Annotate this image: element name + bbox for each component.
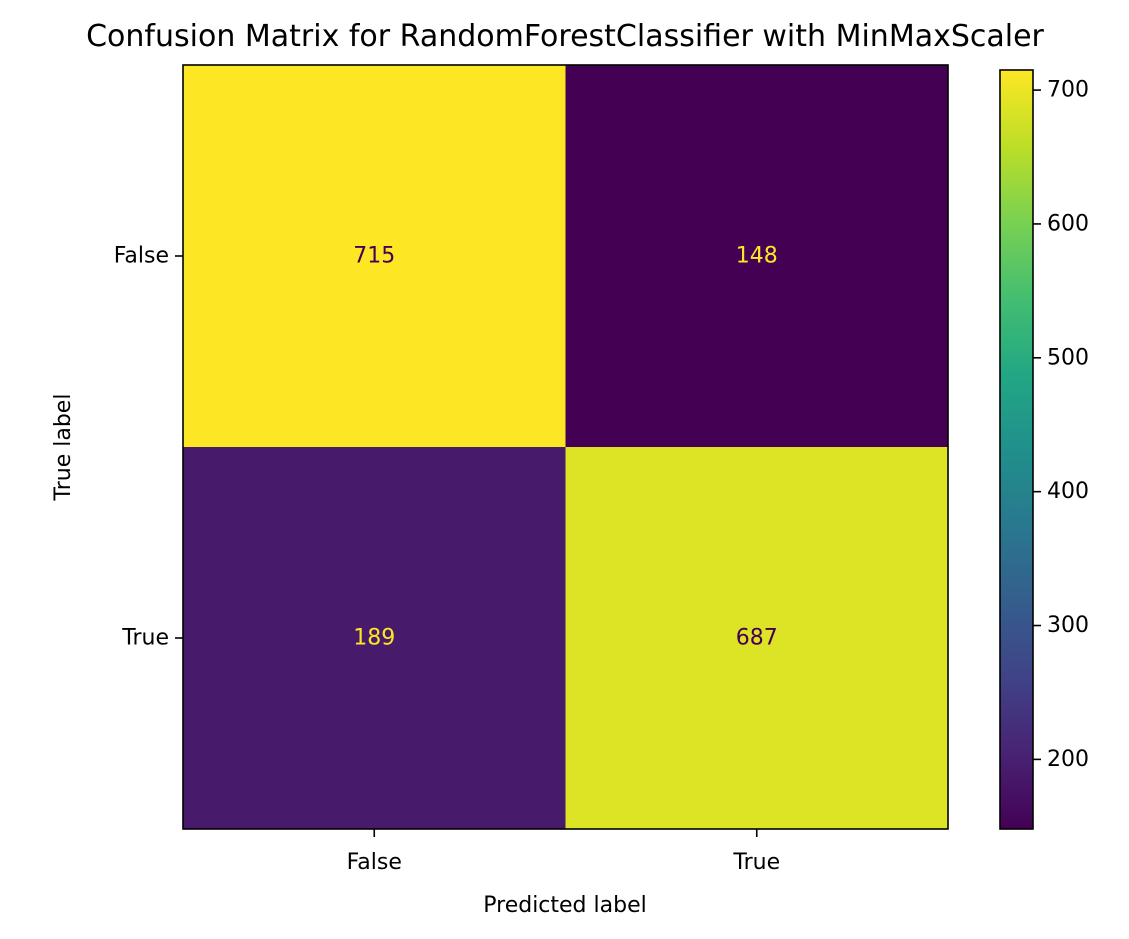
- cell-value-label-0-1: 148: [736, 244, 778, 269]
- colorbar-tick-label-4: 600: [1047, 211, 1089, 236]
- heatmap-cell-1-0: [183, 447, 566, 830]
- cell-value-label-0-0: 715: [353, 244, 395, 269]
- y-tick-label-0: False: [114, 244, 169, 269]
- y-tick-label-1: True: [121, 626, 169, 651]
- y-axis-label: True label: [51, 394, 76, 502]
- heatmap-cell-0-1: [565, 65, 949, 448]
- cell-value-label-1-0: 189: [353, 626, 395, 651]
- colorbar-tick-label-3: 500: [1047, 345, 1089, 370]
- x-axis-ticks: False True: [347, 829, 780, 875]
- colorbar-ticks: 200 300 400 500 600 700: [1033, 78, 1089, 772]
- x-axis-label: Predicted label: [483, 893, 646, 918]
- plot-frame: [182, 64, 949, 830]
- x-tick-label-0: False: [347, 850, 402, 875]
- heatmap-cell-0-0: [183, 65, 566, 448]
- heatmap-cells: [183, 65, 949, 830]
- colorbar: [1000, 70, 1033, 829]
- cell-value-label-1-1: 687: [736, 626, 778, 651]
- colorbar-tick-label-0: 200: [1047, 747, 1089, 772]
- heatmap-cell-labels: 715 148 189 687: [353, 244, 778, 651]
- colorbar-frame: [999, 69, 1034, 830]
- y-axis-ticks: False True: [114, 244, 183, 651]
- chart-title: Confusion Matrix for RandomForestClassif…: [86, 19, 1044, 54]
- colorbar-tick-label-1: 300: [1047, 613, 1089, 638]
- x-tick-label-1: True: [732, 850, 780, 875]
- colorbar-tick-label-2: 400: [1047, 479, 1089, 504]
- heatmap-cell-1-1: [565, 447, 949, 830]
- colorbar-tick-label-5: 700: [1047, 78, 1089, 103]
